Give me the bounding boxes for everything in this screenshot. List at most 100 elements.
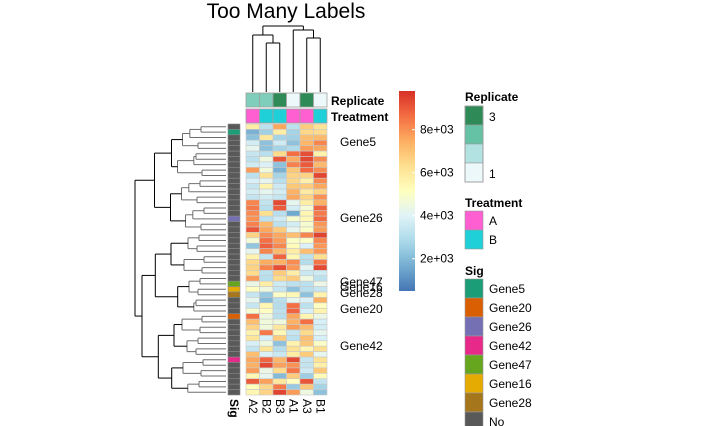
- heatmap-cell: [299, 210, 314, 217]
- heatmap-cell: [245, 210, 260, 217]
- sig-cell: [227, 194, 241, 201]
- heatmap-cell: [299, 232, 314, 239]
- heatmap-cell: [245, 134, 260, 141]
- heatmap-cell: [272, 280, 287, 287]
- heatmap-cell: [245, 161, 260, 168]
- heatmap-cell: [259, 345, 274, 352]
- legend-sig-swatch: [464, 278, 484, 299]
- heatmap-cell: [259, 307, 274, 314]
- heatmap-cell: [299, 205, 314, 212]
- sig-cell: [227, 167, 241, 174]
- heatmap-cell: [286, 134, 301, 141]
- sig-cell: [227, 172, 241, 179]
- heatmap-cell: [313, 183, 328, 190]
- heatmap-cell: [299, 123, 314, 130]
- legend-replicate-swatch: [464, 105, 484, 126]
- heatmap-cell: [299, 351, 314, 358]
- heatmap-cell: [259, 161, 274, 168]
- heatmap-cell: [259, 373, 274, 380]
- heatmap-cell: [272, 345, 287, 352]
- sig-cell: [227, 307, 241, 314]
- heatmap-cell: [299, 291, 314, 298]
- column-label: B1: [313, 399, 327, 414]
- heatmap-cell: [272, 389, 287, 396]
- heatmap-cell: [259, 248, 274, 255]
- heatmap-cell: [313, 172, 328, 179]
- legend-treatment: AB: [464, 210, 497, 250]
- heatmap-cell: [299, 156, 314, 163]
- heatmap-cell: [299, 145, 314, 152]
- heatmap-cell: [259, 259, 274, 266]
- heatmap-cell: [272, 367, 287, 374]
- heatmap-cell: [259, 324, 274, 331]
- heatmap-cell: [286, 205, 301, 212]
- heatmap-cell: [299, 194, 314, 201]
- heatmap-cell: [272, 291, 287, 298]
- heatmap-cell: [299, 264, 314, 271]
- heatmap-cell: [299, 297, 314, 304]
- heatmap-cell: [299, 335, 314, 342]
- heatmap-cell: [313, 167, 328, 174]
- heatmap-cell: [313, 367, 328, 374]
- heatmap-cell: [245, 215, 260, 222]
- heatmap-cell: [286, 307, 301, 314]
- heatmap-cell: [313, 237, 328, 244]
- sig-cell: [227, 297, 241, 304]
- heatmap-cell: [272, 378, 287, 385]
- replicate-annotation-cell: [259, 92, 274, 108]
- sig-cell: [227, 210, 241, 217]
- heatmap-cell: [259, 313, 274, 320]
- heatmap-cell: [272, 253, 287, 260]
- heatmap-cell: [313, 215, 328, 222]
- heatmap-cell: [299, 215, 314, 222]
- sig-cell: [227, 356, 241, 363]
- heatmap-cell: [286, 291, 301, 298]
- heatmap-cell: [259, 194, 274, 201]
- sig-cell: [227, 373, 241, 380]
- sig-cell: [227, 145, 241, 152]
- heatmap-cell: [286, 177, 301, 184]
- legend-sig-label: Gene28: [489, 396, 532, 410]
- annotation-label-replicate: Replicate: [331, 94, 385, 108]
- replicate-annotation-cell: [272, 92, 287, 108]
- row-label: Gene5: [340, 135, 376, 149]
- heatmap-cell: [313, 248, 328, 255]
- heatmap-cell: [259, 242, 274, 249]
- heatmap-cell: [286, 156, 301, 163]
- sig-cell: [227, 383, 241, 390]
- colorbar-tick-label: 6e+03: [420, 166, 454, 180]
- heatmap-cell: [245, 373, 260, 380]
- heatmap-cell: [259, 177, 274, 184]
- colorbar-ticks: 2e+03 4e+03 6e+03 8e+03: [412, 123, 454, 266]
- heatmap-cell: [286, 199, 301, 206]
- heatmap-cell: [272, 248, 287, 255]
- heatmap-cell: [259, 199, 274, 206]
- heatmap-cell: [272, 286, 287, 293]
- heatmap-cell: [245, 335, 260, 342]
- heatmap-cell: [286, 129, 301, 136]
- treatment-annotation-cell: [259, 108, 274, 124]
- heatmap-cell: [299, 188, 314, 195]
- heatmap-cell: [286, 362, 301, 369]
- heatmap-cell: [272, 205, 287, 212]
- heatmap-cell: [245, 302, 260, 309]
- heatmap-cell: [313, 259, 328, 266]
- heatmap-cell: [245, 318, 260, 325]
- heatmap-cell: [245, 383, 260, 390]
- heatmap-cell: [245, 270, 260, 277]
- heatmap-cell: [313, 161, 328, 168]
- legend-title-replicate: Replicate: [465, 90, 519, 104]
- legend-sig-swatch: [464, 335, 484, 356]
- heatmap-cell: [299, 329, 314, 336]
- heatmap-cell: [272, 307, 287, 314]
- sig-cell: [227, 226, 241, 233]
- heatmap-cell: [245, 226, 260, 233]
- legends: Replicate 31 Treatment AB Sig Gene5Gene2…: [464, 90, 532, 426]
- heatmap-cell: [286, 264, 301, 271]
- heatmap-cell: [245, 150, 260, 157]
- heatmap-cell: [259, 356, 274, 363]
- heatmap-cell: [299, 221, 314, 228]
- sig-cell: [227, 221, 241, 228]
- heatmap-cell: [245, 156, 260, 163]
